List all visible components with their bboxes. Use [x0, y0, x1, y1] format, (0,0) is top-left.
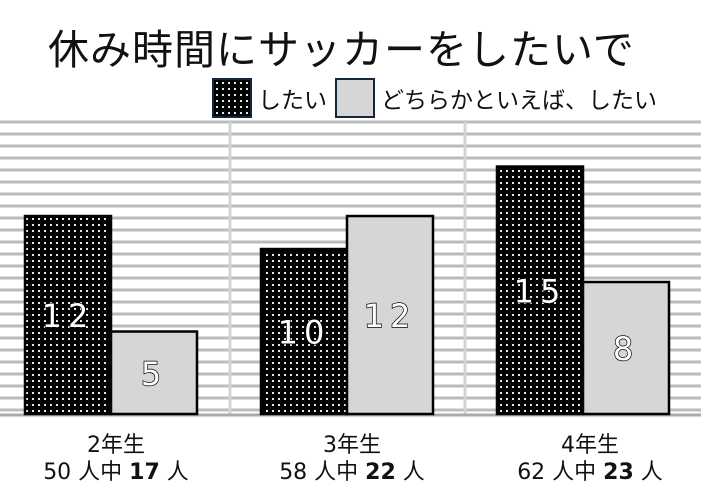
- bar-somewhat-want-0: [109, 330, 199, 416]
- data-label: 15: [514, 272, 567, 310]
- category-label-2: 4年生 62 人中 23 人: [490, 432, 690, 486]
- legend-item-somewhat-want: どちらかといえば、したい: [335, 78, 657, 118]
- category-name: 3年生: [323, 433, 381, 458]
- legend-label-somewhat-want: どちらかといえば、したい: [381, 88, 657, 114]
- category-name: 4年生: [561, 433, 619, 458]
- data-label: 12: [42, 297, 95, 335]
- category-name: 2年生: [87, 433, 145, 458]
- category-note: 50 人中 17 人: [43, 460, 189, 485]
- data-label: 10: [278, 314, 331, 352]
- legend-label-want: したい: [258, 88, 327, 114]
- bar-somewhat-want-1: [345, 214, 435, 416]
- bar-want-2: [495, 165, 585, 416]
- bar-somewhat-want-2: [581, 280, 671, 416]
- category-note: 62 人中 23 人: [517, 460, 663, 485]
- category-label-1: 3年生 58 人中 22 人: [252, 432, 452, 486]
- bar-want-0: [23, 214, 113, 416]
- bars: 12 5 10 12 15 8: [23, 165, 671, 416]
- data-label: 8: [613, 330, 639, 368]
- chart-title: 休み時間にサッカーをしたいで: [48, 26, 635, 74]
- data-label: 5: [141, 355, 167, 393]
- category-note: 58 人中 22 人: [279, 460, 425, 485]
- legend-swatch-somewhat-want: [335, 78, 375, 118]
- data-label: 12: [364, 297, 417, 335]
- category-label-0: 2年生 50 人中 17 人: [16, 432, 216, 486]
- legend-item-want: したい: [212, 78, 327, 118]
- legend: したい どちらかといえば、したい: [212, 76, 665, 120]
- legend-swatch-want: [212, 78, 252, 118]
